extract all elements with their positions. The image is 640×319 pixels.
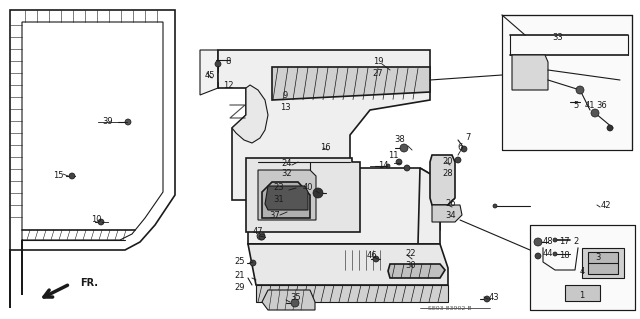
Circle shape [400,144,408,152]
Text: 47: 47 [253,227,263,236]
Text: 42: 42 [601,202,611,211]
Circle shape [484,296,490,302]
Circle shape [553,252,557,256]
Text: 28: 28 [443,168,453,177]
Polygon shape [512,55,548,90]
Text: 7: 7 [465,133,470,143]
Text: 35: 35 [291,293,301,302]
Circle shape [386,164,390,168]
Text: 21: 21 [235,271,245,280]
Text: 2: 2 [573,238,579,247]
Text: 43: 43 [489,293,499,301]
Circle shape [493,204,497,208]
Text: 24: 24 [282,159,292,167]
Text: 4: 4 [579,268,584,277]
Text: 48: 48 [543,238,554,247]
Polygon shape [262,182,310,218]
Text: 1: 1 [579,292,584,300]
Text: 32: 32 [282,169,292,179]
Circle shape [607,125,613,131]
Polygon shape [232,85,268,143]
Text: 22: 22 [406,249,416,258]
Bar [322,143,344,157]
Text: 29: 29 [235,284,245,293]
Text: 31: 31 [274,195,284,204]
Circle shape [259,234,265,240]
Text: 25: 25 [235,257,245,266]
Circle shape [291,299,299,307]
Circle shape [373,256,379,262]
Polygon shape [256,285,448,302]
Polygon shape [248,168,440,244]
Text: FR.: FR. [80,278,98,288]
Text: 14: 14 [378,161,388,170]
Bar [565,285,600,301]
Circle shape [404,165,410,171]
Text: 38: 38 [395,136,405,145]
Text: 15: 15 [52,170,63,180]
Text: 34: 34 [445,211,456,220]
Circle shape [576,86,584,94]
Polygon shape [265,186,308,210]
Circle shape [313,188,323,198]
Text: 19: 19 [372,57,383,66]
Text: 26: 26 [445,199,456,209]
Text: 40: 40 [303,183,313,192]
Text: 13: 13 [280,102,291,112]
Polygon shape [388,264,445,278]
Polygon shape [200,50,218,95]
Text: 8: 8 [225,57,230,66]
Polygon shape [430,155,455,205]
Text: 30: 30 [406,262,416,271]
Text: 45: 45 [205,70,215,79]
Bar [530,225,635,310]
Circle shape [215,61,221,67]
Bar [502,15,632,150]
Text: 17: 17 [559,238,570,247]
Bar [588,252,618,274]
Circle shape [257,232,265,240]
Polygon shape [432,205,462,222]
Text: 36: 36 [596,100,607,109]
Text: 23: 23 [274,183,284,192]
Text: 33: 33 [552,33,563,42]
Polygon shape [218,50,440,244]
Circle shape [69,173,75,179]
Text: 10: 10 [91,216,101,225]
Text: 11: 11 [388,151,398,160]
Text: 16: 16 [320,144,330,152]
Polygon shape [262,290,315,310]
Polygon shape [272,67,430,100]
Text: 37: 37 [269,211,280,219]
Text: 46: 46 [367,251,378,261]
Text: 3: 3 [595,254,601,263]
Bar [582,248,624,278]
Text: 27: 27 [372,70,383,78]
Text: 12: 12 [223,80,233,90]
Bar [340,250,390,270]
Circle shape [125,119,131,125]
Text: 9: 9 [282,91,287,100]
Polygon shape [246,158,360,232]
Circle shape [535,253,541,259]
Text: 5: 5 [573,100,579,109]
Circle shape [553,238,557,242]
Circle shape [534,238,542,246]
Text: 18: 18 [559,251,570,261]
Text: 6: 6 [458,144,463,152]
Polygon shape [258,170,316,220]
Polygon shape [248,244,448,285]
Text: 41: 41 [585,100,595,109]
Circle shape [455,157,461,163]
Circle shape [591,109,599,117]
Text: SE03 83902 B: SE03 83902 B [428,306,472,310]
Circle shape [98,219,104,225]
Text: 20: 20 [443,158,453,167]
Circle shape [461,146,467,152]
Text: 44: 44 [543,249,553,258]
Circle shape [396,159,402,165]
Text: 39: 39 [102,117,113,127]
Circle shape [250,260,256,266]
